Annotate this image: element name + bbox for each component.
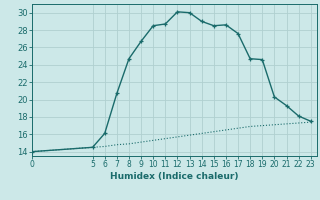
X-axis label: Humidex (Indice chaleur): Humidex (Indice chaleur) xyxy=(110,172,239,181)
